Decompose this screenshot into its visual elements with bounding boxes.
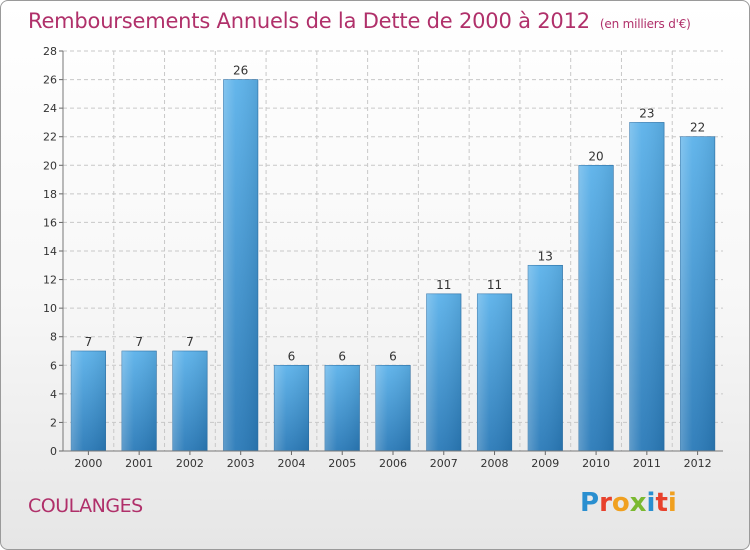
logo-letter: x [629,488,647,518]
bar-shine [528,265,563,451]
bar-shine [172,351,208,451]
logo-letter: i [646,488,656,518]
data-label: 7 [135,335,143,349]
x-tick-label: 2010 [582,457,610,470]
data-label: 13 [538,249,553,263]
y-tick-label: 2 [50,416,57,429]
data-label: 11 [436,278,451,292]
data-label: 6 [389,349,397,363]
y-tick-label: 16 [43,216,57,229]
logo-letter: i [667,488,677,518]
data-label: 26 [233,64,248,78]
data-label: 23 [639,106,654,120]
logo-letter: o [611,488,630,518]
data-label: 11 [487,278,502,292]
y-tick-label: 0 [50,445,57,458]
y-tick-label: 24 [43,102,57,115]
bar-shine [629,122,665,451]
y-tick-label: 14 [43,245,57,258]
y-tick-label: 6 [50,359,57,372]
unit-label: (en milliers d'€) [599,17,691,31]
x-tick-label: 2000 [74,457,102,470]
bar-shine [223,79,258,452]
bar-shine [324,365,360,451]
bar-shine [121,351,157,451]
logo-letter: t [655,488,668,518]
x-tick-label: 2006 [379,457,407,470]
data-label: 6 [338,349,346,363]
data-label: 6 [288,349,296,363]
x-tick-label: 2009 [531,457,559,470]
y-tick-label: 26 [43,74,57,87]
y-tick-label: 4 [50,388,57,401]
chart-title: Remboursements Annuels de la Dette de 20… [28,9,691,33]
bar-shine [71,351,106,451]
bar-shine [680,136,715,451]
logo-letter: P [580,488,600,518]
data-label: 20 [588,149,603,163]
x-tick-label: 2004 [277,457,305,470]
chart-title-text: Remboursements Annuels de la Dette de 20… [28,9,590,33]
bar-layer: 7 7 7 26 6 6 6 11 11 13 20 23 22 [70,64,716,452]
y-tick-label: 18 [43,188,57,201]
x-tick-label: 2011 [633,457,661,470]
proxiti-logo: Proxiti [580,488,677,518]
x-tick-label: 2001 [125,457,153,470]
y-tick-label: 22 [43,131,57,144]
x-tick-label: 2002 [176,457,204,470]
data-label: 7 [186,335,194,349]
x-tick-label: 2005 [328,457,356,470]
x-tick-label: 2007 [430,457,458,470]
bar-shine [375,365,411,451]
x-tick-label: 2003 [227,457,255,470]
bar-shine [274,365,309,451]
x-tick-label: 2012 [684,457,712,470]
y-tick-label: 10 [43,302,57,315]
data-label: 22 [690,121,705,135]
bar-shine [477,293,512,451]
y-tick-label: 12 [43,274,57,287]
bar-shine [426,293,462,451]
data-label: 7 [85,335,93,349]
bar-shine [578,165,614,452]
y-tick-label: 20 [43,159,57,172]
y-tick-label: 8 [50,331,57,344]
commune-name: COULANGES [28,495,143,517]
y-tick-label: 28 [43,45,57,58]
x-tick-label: 2008 [481,457,509,470]
logo-letter: r [599,488,612,518]
